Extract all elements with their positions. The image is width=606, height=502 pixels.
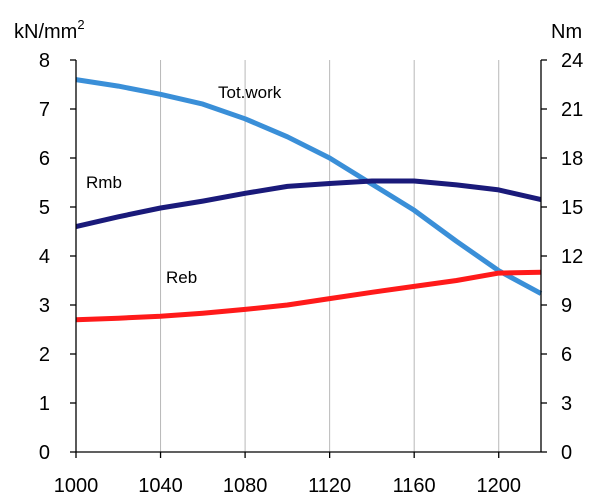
right-axis-tick-label: 21 — [561, 99, 583, 121]
right-axis-tick-label: 15 — [561, 197, 583, 219]
right-axis-tick-label: 0 — [561, 442, 572, 464]
left-axis-tick-label: 7 — [39, 99, 50, 121]
right-axis-tick-label: 3 — [561, 393, 572, 415]
left-axis-unit-sup: 2 — [77, 17, 84, 32]
left-axis-unit: kN/mm2 — [14, 17, 85, 43]
left-axis-tick-label: 8 — [39, 50, 50, 72]
right-axis-tick-label: 18 — [561, 148, 583, 170]
x-axis-tick-label: 1040 — [138, 475, 183, 497]
series-label-reb: Reb — [166, 268, 197, 287]
right-axis-tick-label: 12 — [561, 246, 583, 268]
grid — [160, 60, 500, 452]
left-axis-unit-base: kN/mm — [14, 21, 77, 43]
x-axis-tick-label: 1120 — [308, 475, 351, 497]
series-lines — [75, 77, 543, 323]
left-axis-tick-label: 1 — [39, 393, 50, 415]
series-labels: Tot.work Rmb Reb — [86, 83, 282, 287]
left-axis-tick-label: 3 — [39, 295, 50, 317]
left-axis-tick-label: 4 — [39, 246, 50, 268]
series-line-rmb — [75, 178, 542, 230]
series-line-reb — [75, 269, 542, 323]
right-axis-tick-label: 24 — [561, 50, 583, 72]
x-axis-tick-label: 1200 — [476, 475, 521, 497]
x-axis-tick-label: 1160 — [393, 475, 436, 497]
left-axis-tick-label: 0 — [39, 442, 50, 464]
right-axis-tick-label: 9 — [561, 295, 572, 317]
left-axis-tick-label: 2 — [39, 344, 50, 366]
series-label-rmb: Rmb — [86, 173, 122, 192]
right-axis-unit: Nm — [551, 21, 582, 43]
series-label-tot-work: Tot.work — [218, 83, 282, 102]
left-axis-tick-label: 5 — [39, 197, 50, 219]
x-axis-tick-label: 1080 — [223, 475, 268, 497]
series-line-tot-work — [75, 77, 543, 296]
x-axis-tick-label: 1000 — [54, 475, 99, 497]
left-axis-tick-label: 6 — [39, 148, 50, 170]
right-axis-tick-label: 6 — [561, 344, 572, 366]
